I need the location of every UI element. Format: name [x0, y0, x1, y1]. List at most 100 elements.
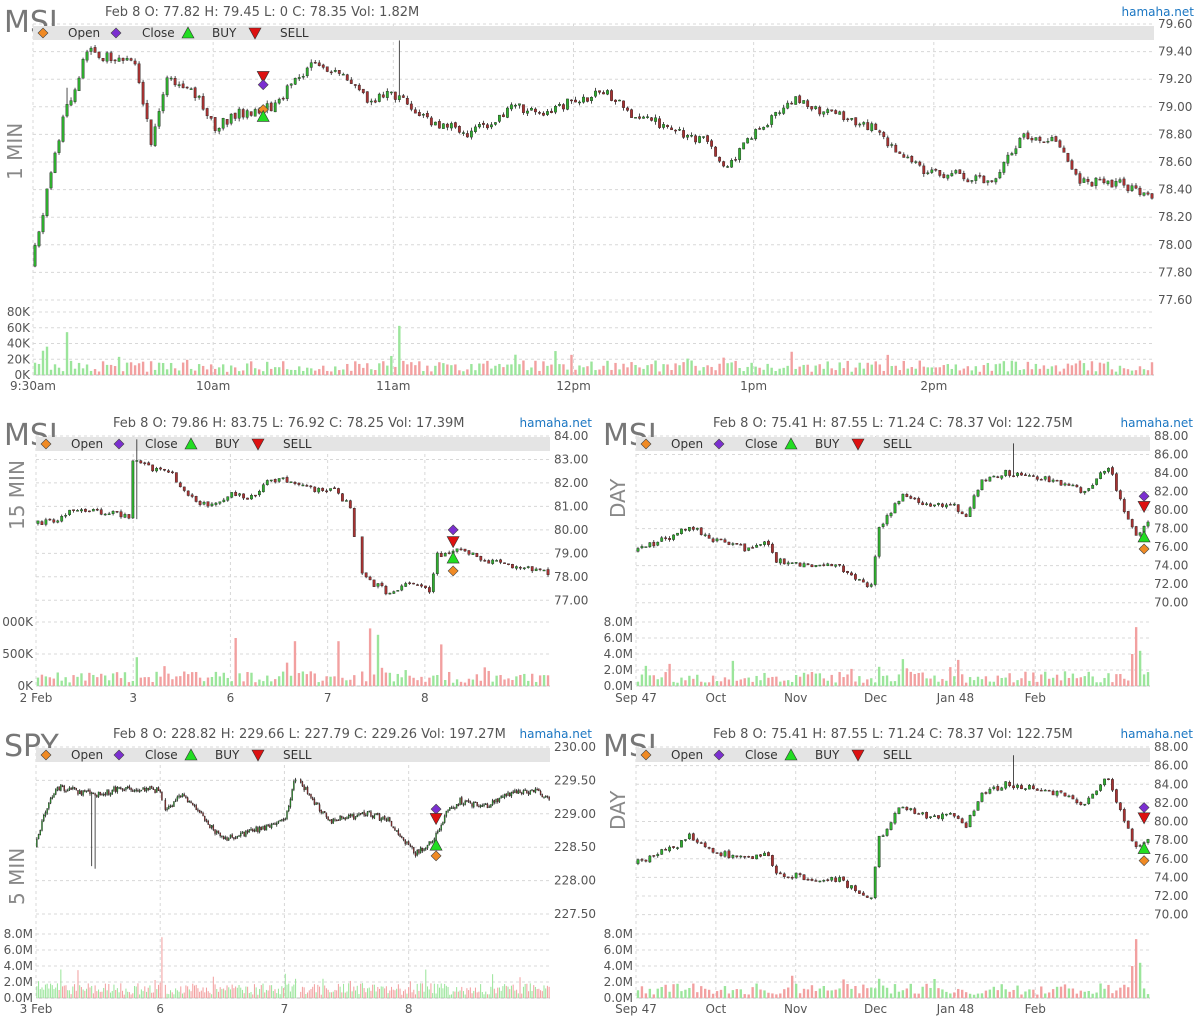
volume-bar	[901, 990, 905, 998]
candle-body	[719, 538, 723, 541]
legend-label: Open	[71, 748, 103, 762]
volume-bar	[546, 985, 548, 998]
candle-body	[546, 795, 549, 798]
open-marker-icon	[1138, 543, 1150, 555]
candle-body	[782, 873, 786, 877]
volume-bar	[502, 367, 505, 375]
candle-body	[526, 790, 528, 794]
volume-bar	[700, 681, 703, 686]
volume-bar	[494, 365, 497, 375]
volume-tick-label: 6.0M	[604, 943, 633, 957]
ohlc-info: Feb 8 O: 75.41 H: 87.55 L: 71.24 C: 78.3…	[713, 727, 1073, 742]
candle-body	[542, 569, 546, 572]
volume-bar	[390, 355, 393, 375]
candle-body	[329, 488, 332, 491]
candle-body	[91, 509, 95, 512]
candle-body	[806, 100, 810, 107]
volume-bar	[274, 679, 277, 686]
volume-bars	[636, 939, 1150, 998]
candle-body	[145, 102, 149, 120]
candles	[636, 443, 1150, 588]
candle-body	[114, 786, 117, 792]
volume-bar	[483, 667, 486, 686]
candle-body	[1134, 526, 1138, 536]
volume-bar	[996, 675, 999, 686]
volume-bar	[305, 993, 307, 998]
candle-body	[842, 565, 845, 573]
volume-bar	[1067, 677, 1071, 686]
volume-bar	[92, 674, 95, 686]
volume-bar	[514, 354, 517, 375]
candle-body	[344, 500, 348, 502]
volume-bar	[921, 672, 924, 686]
volume-bar	[151, 681, 154, 686]
candle-body	[173, 77, 177, 86]
volume-bar	[60, 680, 63, 686]
candle-body	[726, 166, 730, 168]
candle-body	[1099, 784, 1102, 791]
volume-bar	[810, 985, 814, 998]
volume-bar	[953, 676, 956, 686]
candle-body	[219, 832, 221, 837]
volume-bar	[842, 677, 845, 686]
volume-bar	[426, 986, 429, 998]
volume-bar	[183, 992, 185, 998]
brand-label: hamaha.net	[520, 727, 593, 741]
candle-body	[670, 127, 673, 131]
legend-label: Close	[145, 437, 178, 451]
candle-body	[858, 123, 862, 126]
candle-body	[285, 85, 289, 99]
candle-body	[341, 73, 345, 76]
volume-bar	[503, 679, 506, 686]
candle-body	[119, 511, 123, 518]
volume-bar	[491, 681, 494, 686]
candle-body	[1051, 790, 1055, 796]
candle-body	[512, 791, 514, 794]
x-tick-label: Dec	[864, 691, 887, 705]
y-tick-label: 80.00	[1154, 503, 1188, 517]
volume-bar	[277, 676, 281, 686]
volume-bar	[1059, 680, 1063, 686]
volume-bar	[55, 987, 57, 998]
chart-panel-5: 88.0086.0084.0082.0080.0078.0076.0074.00…	[603, 727, 1193, 1016]
candle-body	[964, 822, 968, 828]
volume-bar	[1000, 984, 1003, 998]
candle-body	[94, 793, 96, 796]
volume-bar	[50, 983, 52, 998]
candle-body	[182, 486, 186, 491]
candle-body	[996, 786, 1000, 791]
candle-body	[42, 814, 45, 822]
volume-bar	[731, 660, 735, 686]
volume-bar	[392, 989, 394, 998]
volume-bar	[68, 990, 70, 998]
candle-body	[377, 812, 379, 815]
volume-bar	[690, 360, 693, 375]
volume-bar	[358, 363, 361, 375]
volume-bar	[135, 986, 137, 998]
volume-bar	[226, 677, 229, 686]
volume-bar	[171, 992, 173, 998]
volume-bar	[337, 983, 339, 998]
volume-bar	[36, 677, 40, 686]
volume-bar	[680, 991, 683, 998]
y-tick-label: 78.00	[1154, 522, 1188, 536]
candle-body	[99, 791, 101, 795]
candle-body	[1122, 178, 1126, 186]
volume-bar	[606, 360, 609, 375]
x-tick-label: Feb	[1025, 691, 1046, 705]
candle-body	[1115, 473, 1118, 491]
volume-bar	[234, 638, 237, 686]
ohlc-info: Feb 8 O: 77.82 H: 79.45 L: 0 C: 78.35 Vo…	[105, 5, 419, 20]
candle-body	[306, 787, 309, 794]
volume-bar	[830, 990, 833, 998]
chart-panel-3: 88.0086.0084.0082.0080.0078.0076.0074.00…	[603, 416, 1193, 705]
volume-bar	[854, 367, 857, 375]
candle-body	[250, 828, 252, 831]
candle-body	[782, 107, 786, 114]
candle-body	[648, 855, 652, 863]
candle-body	[212, 825, 215, 830]
candle-body	[690, 134, 693, 137]
candle-body	[526, 110, 529, 114]
candle-body	[626, 107, 629, 111]
volume-bar	[1074, 363, 1078, 375]
